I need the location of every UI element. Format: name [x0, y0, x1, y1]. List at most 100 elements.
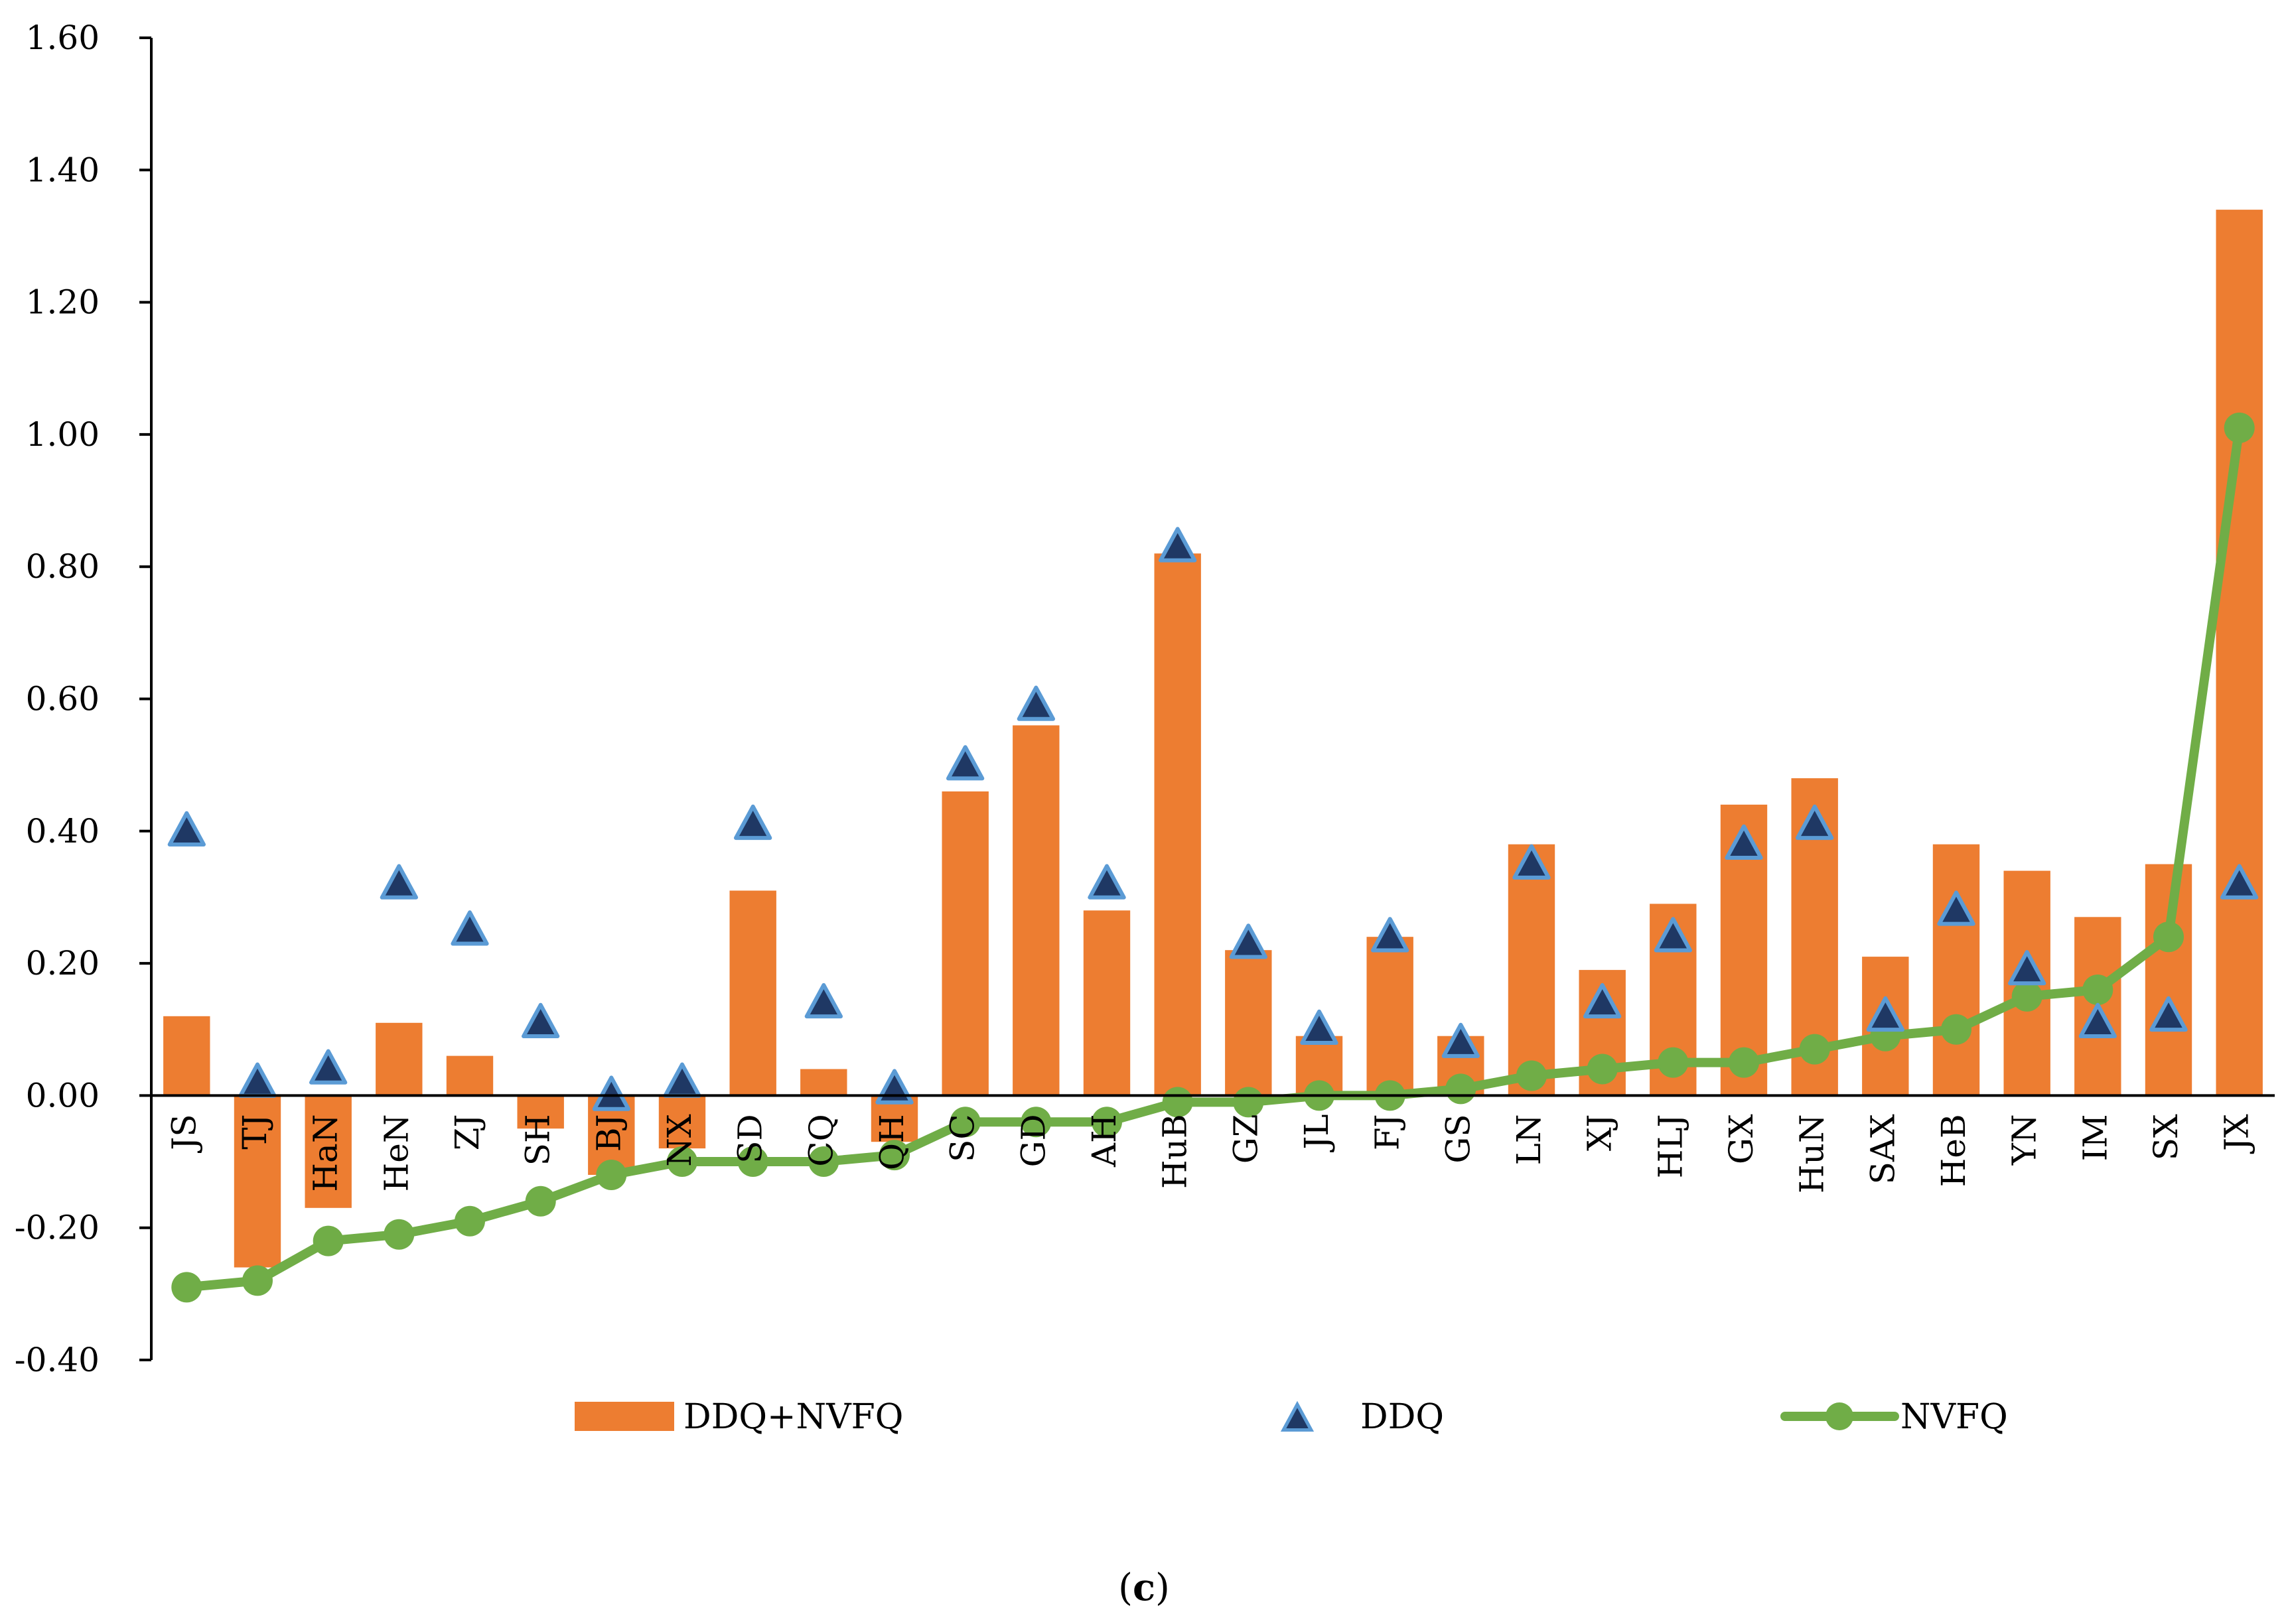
bar-heb	[1932, 844, 1980, 1096]
bar-tj	[234, 1095, 281, 1268]
bar-gd	[1013, 725, 1060, 1096]
y-tick-label: -0.40	[15, 1341, 100, 1379]
x-tick-label-gs: GS	[1439, 1114, 1477, 1163]
y-tick-label: -0.20	[15, 1209, 100, 1247]
bar-gz	[1225, 950, 1272, 1096]
x-tick-label-sx: SX	[2147, 1114, 2185, 1160]
ddq-marker-sh	[522, 1002, 560, 1038]
ddq-marker-sc	[946, 745, 985, 781]
y-tick-label: 1.00	[26, 415, 100, 454]
bar-hub	[1154, 553, 1201, 1096]
y-tick-label: 0.60	[26, 680, 100, 718]
ddq-marker-fj	[1371, 917, 1409, 953]
nvfq-point-js	[171, 1272, 202, 1303]
ddq-marker-gx	[1725, 824, 1763, 860]
axes: -0.40 -0.20 0.00 0.20 0.40 0.60 0.80 1.00 1.20 1.…	[15, 19, 2275, 1379]
x-tick-label-hun: HuN	[1793, 1114, 1831, 1193]
nvfq-point-gs	[1445, 1073, 1476, 1105]
nvfq-point-ah	[1092, 1107, 1122, 1138]
ddq-marker-zj	[451, 910, 489, 946]
caption-layer: (c)	[1118, 1566, 1170, 1609]
nvfq-point-han	[313, 1225, 344, 1256]
x-tick-label-gz: GZ	[1226, 1114, 1265, 1164]
nvfq-point-cq	[808, 1146, 839, 1177]
ddq-marker-tj	[238, 1062, 277, 1098]
x-tick-label-han: HaN	[307, 1114, 345, 1191]
nvfq-point-jx	[2224, 412, 2255, 443]
bar-sc	[942, 791, 989, 1096]
legend-label-ddq-nvfq: DDQ+NVFQ	[683, 1397, 903, 1437]
nvfq-point-gz	[1233, 1087, 1264, 1118]
x-tick-label-ln: LN	[1510, 1114, 1548, 1165]
x-tick-label-qh: QH	[873, 1114, 911, 1170]
ddq-marker-ln	[1512, 844, 1551, 880]
nvfq-point-gd	[1021, 1107, 1052, 1138]
y-tick-label: 0.20	[26, 944, 100, 982]
x-tick-label-hen: HeN	[377, 1114, 415, 1191]
ddq-marker-hlj	[1654, 917, 1692, 953]
x-tick-label-heb: HeB	[1934, 1114, 1973, 1187]
x-tick-label-sd: SD	[731, 1114, 770, 1163]
nvfq-point-sd	[737, 1146, 768, 1177]
nvfq-point-zj	[455, 1205, 485, 1237]
x-tick-label-jl: JL	[1297, 1114, 1336, 1152]
ddq-marker-hub	[1159, 527, 1197, 563]
ddq-marker-jl	[1300, 1009, 1338, 1045]
bar-han	[305, 1095, 352, 1208]
nvfq-point-im	[2082, 975, 2113, 1005]
x-tick-label-yn: YN	[2005, 1114, 2044, 1166]
x-tick-label-sax: SAX	[1863, 1114, 1902, 1184]
bar-fj	[1366, 937, 1413, 1096]
ddq-marker-sax	[1866, 996, 1904, 1032]
ddq-marker-gz	[1229, 923, 1267, 959]
bar-sh	[517, 1095, 564, 1129]
ddq-marker-heb	[1937, 890, 1975, 926]
x-tick-label-sc: SC	[944, 1114, 982, 1162]
x-tick-label-hub: HuB	[1156, 1114, 1194, 1189]
bar-hen	[376, 1022, 423, 1096]
legend-swatch-nvfq-point	[1825, 1402, 1853, 1430]
y-tick-label: 1.20	[26, 283, 100, 322]
nvfq-point-hun	[1799, 1034, 1830, 1065]
bar-sd	[729, 890, 776, 1096]
x-tick-label-sh: SH	[519, 1114, 557, 1166]
nvfq-point-hub	[1162, 1087, 1193, 1118]
x-tick-label-gx: GX	[1722, 1114, 1760, 1164]
x-tick-label-nx: NX	[660, 1114, 699, 1167]
x-tick-label-ah: AH	[1085, 1114, 1123, 1168]
ddq-marker-im	[2078, 1002, 2117, 1038]
nvfq-point-nx	[667, 1146, 697, 1177]
ddq-marker-sd	[734, 804, 772, 841]
y-tick-label: 0.40	[26, 812, 100, 850]
bar-zj	[446, 1055, 494, 1096]
x-tick-label-fj: FJ	[1368, 1114, 1407, 1150]
x-tick-label-zj: ZJ	[448, 1114, 486, 1150]
nvfq-point-hen	[384, 1219, 415, 1250]
nvfq-point-tj	[242, 1265, 273, 1296]
x-tick-label-xj: XJ	[1581, 1114, 1619, 1151]
y-tick-label: 0.80	[26, 547, 100, 586]
nvfq-point-qh	[879, 1140, 910, 1171]
ddq-marker-xj	[1583, 982, 1622, 1019]
x-tick-label-tj: TJ	[236, 1114, 274, 1149]
ddq-marker-js	[167, 811, 206, 846]
bar-nx	[658, 1095, 706, 1149]
ddq-marker-sx	[2149, 996, 2188, 1032]
x-tick-label-js: JS	[165, 1114, 203, 1153]
ddq-marker-cq	[804, 982, 843, 1019]
bar-series-ddq-nvfq	[163, 210, 2263, 1268]
nvfq-point-ln	[1516, 1060, 1547, 1091]
ddq-marker-hen	[380, 864, 418, 900]
x-tick-label-gd: GD	[1014, 1114, 1052, 1167]
nvfq-point-sx	[2153, 921, 2184, 953]
nvfq-point-xj	[1587, 1053, 1618, 1085]
legend-label-nvfq: NVFQ	[1900, 1397, 2008, 1437]
ddq-marker-qh	[875, 1069, 914, 1105]
ddq-marker-ah	[1088, 864, 1126, 900]
ddq-marker-gs	[1441, 1022, 1480, 1058]
ddq-marker-gd	[1017, 685, 1055, 721]
x-tick-label-hlj: HLJ	[1651, 1114, 1689, 1178]
ddq-marker-bj	[592, 1075, 630, 1111]
ddq-marker-han	[309, 1049, 348, 1085]
